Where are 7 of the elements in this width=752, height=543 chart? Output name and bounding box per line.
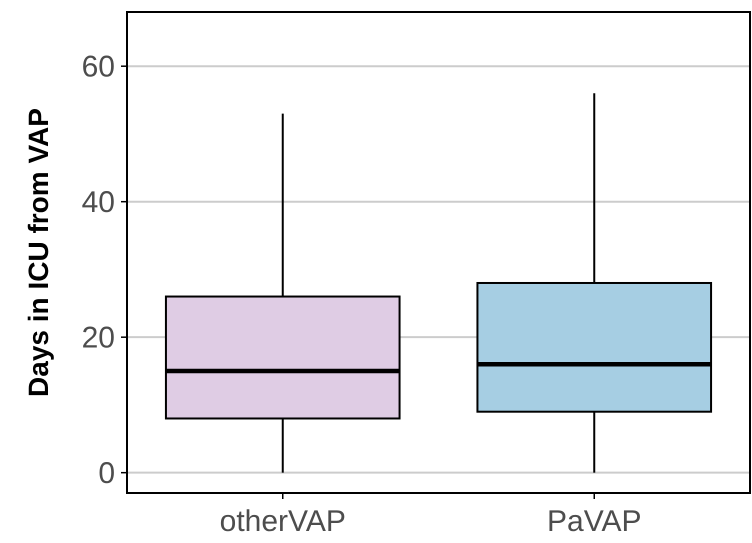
x-tick-label: otherVAP [220,505,346,538]
y-tick-label: 40 [82,186,115,220]
y-tick-label: 60 [82,50,115,84]
y-tick-label: 20 [82,322,115,355]
x-tick-label: PaVAP [547,505,642,538]
y-tick-label: 0 [98,457,115,490]
y-axis-title: Days in ICU from VAP [23,108,54,397]
